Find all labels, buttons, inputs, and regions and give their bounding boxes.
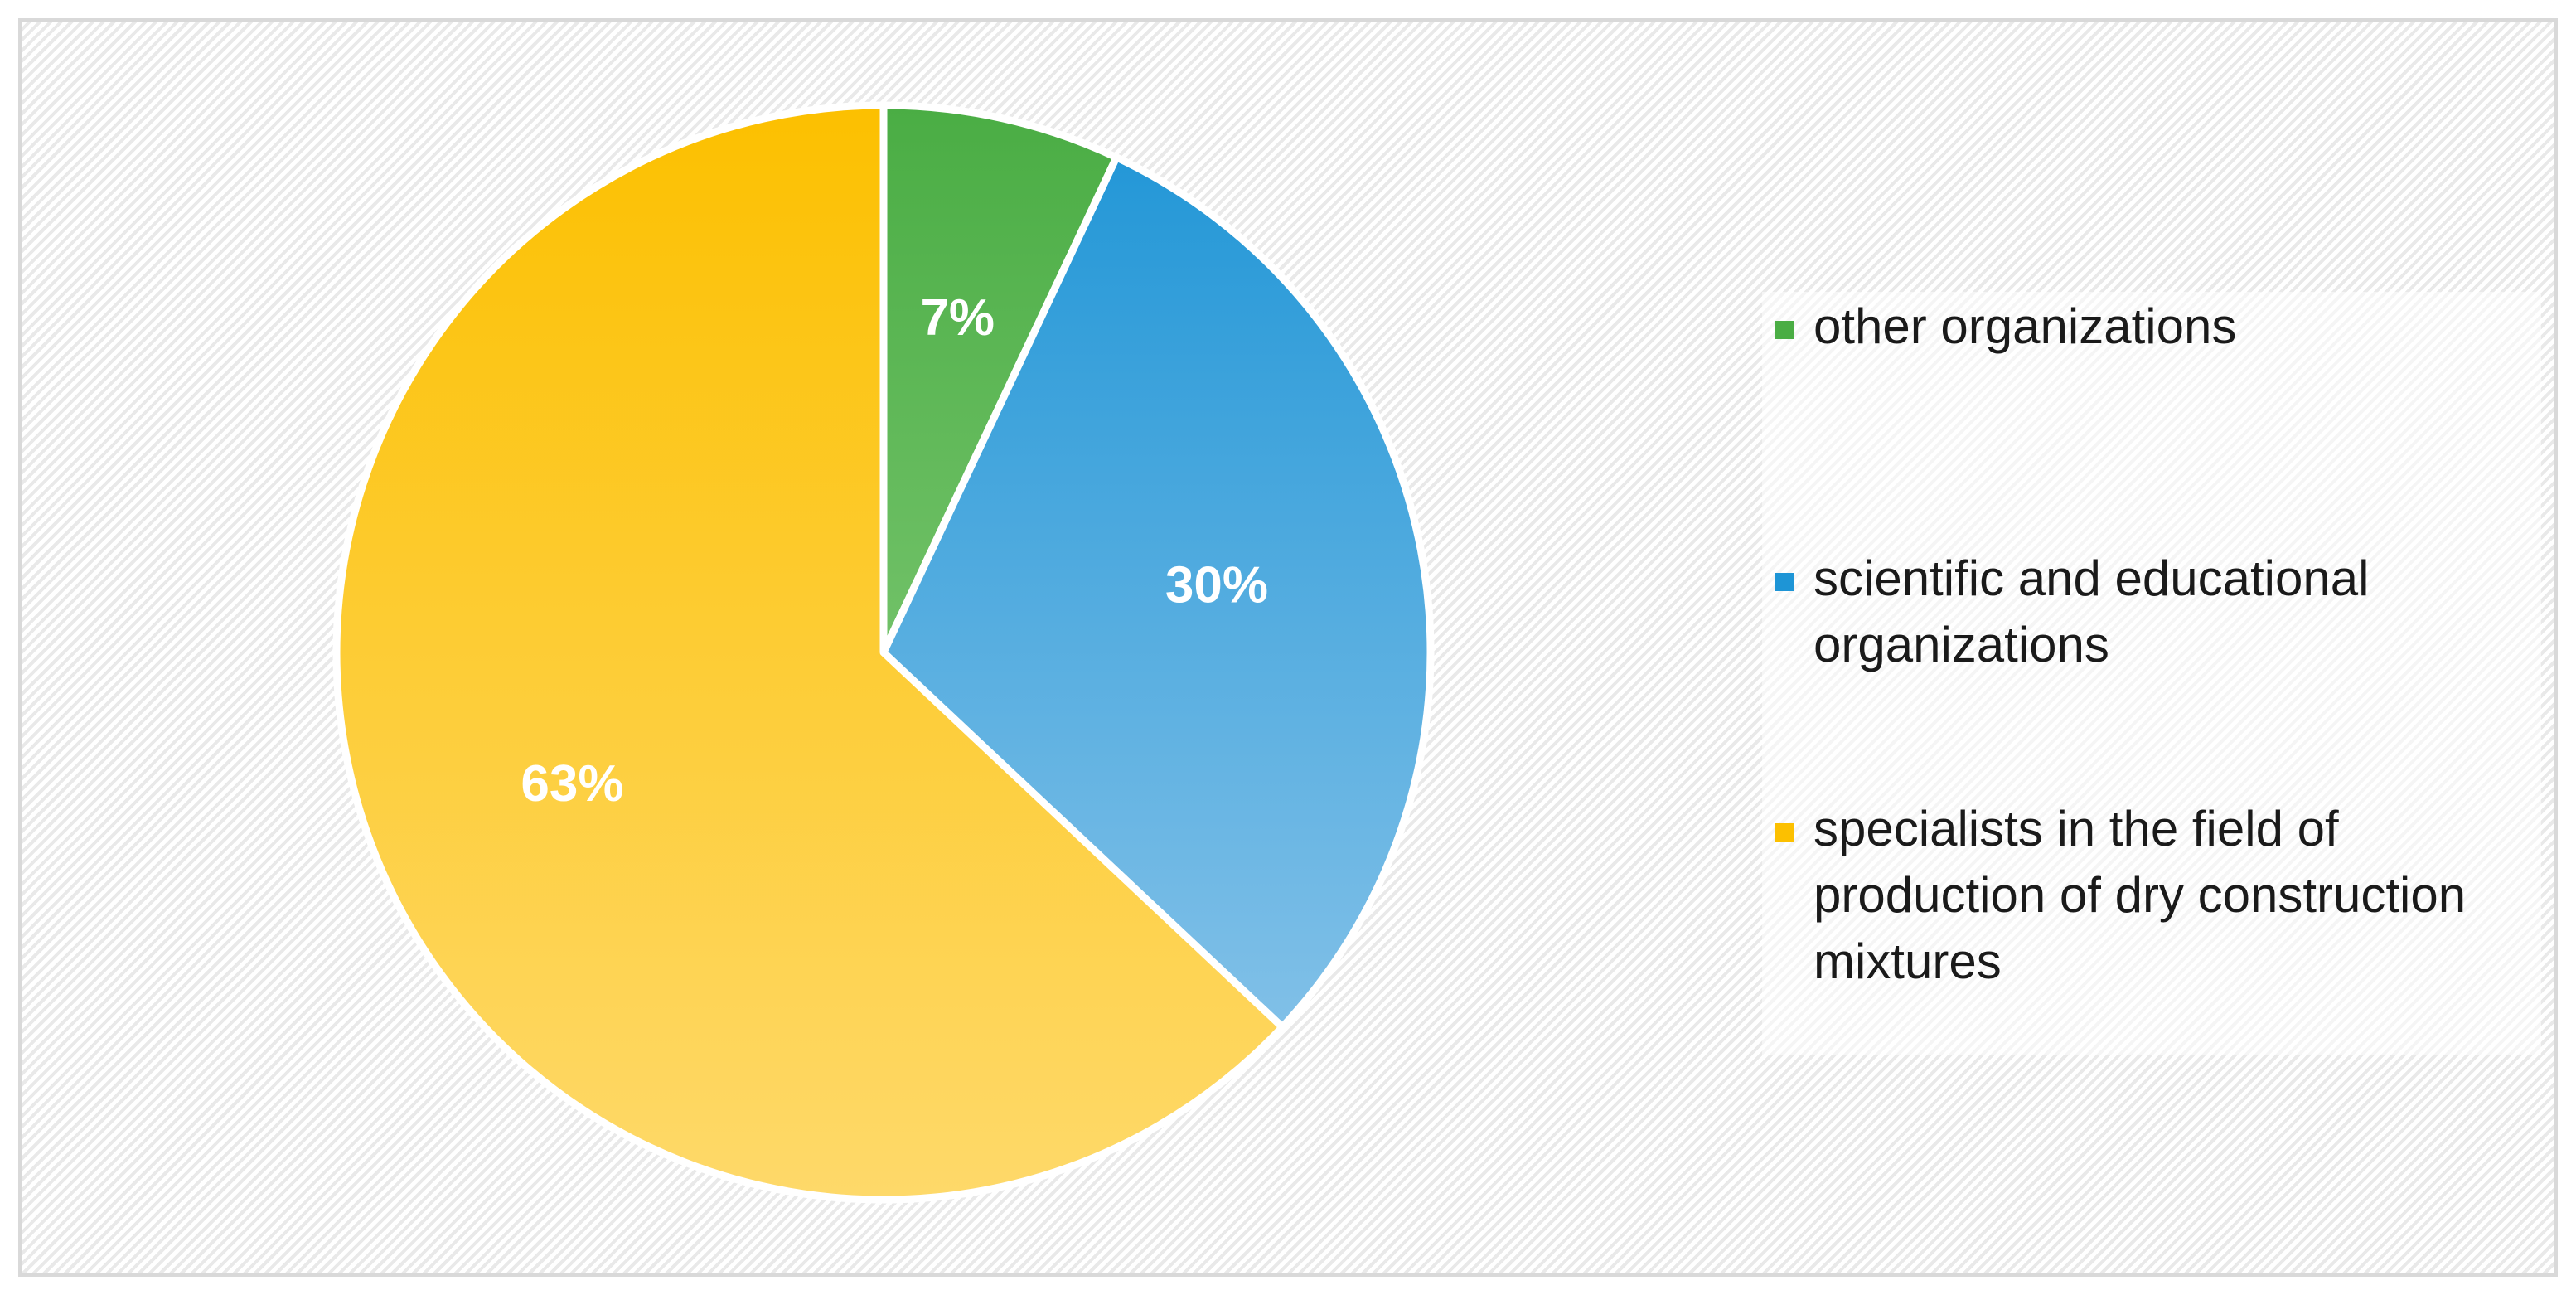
legend: other organizations scientific and educat… — [1775, 298, 2466, 989]
legend-label-3-line-1: specialists in the field of — [1813, 801, 2339, 856]
legend-swatch-2 — [1775, 573, 1794, 591]
pie-slice-1 — [879, 101, 1121, 657]
legend-label-3-line-3: mixtures — [1813, 934, 2002, 989]
legend-label-2-line-2: organizations — [1813, 617, 2109, 672]
slice-data-label-2: 30% — [1165, 557, 1268, 614]
legend-box — [1762, 292, 2541, 1055]
legend-label-2-line-1: scientific and educational — [1813, 550, 2369, 606]
legend-label-1-line-1: other organizations — [1813, 298, 2236, 354]
pie-slice-2 — [879, 153, 1435, 1031]
data-labels-layer: 7% 30% 63% — [521, 289, 1268, 812]
legend-swatch-3 — [1775, 823, 1794, 842]
slices-layer — [332, 101, 1435, 1204]
legend-label-3-line-2: production of dry construction — [1813, 867, 2466, 923]
pie-slice-3 — [332, 101, 1286, 1204]
slice-data-label-1: 7% — [920, 289, 995, 347]
legend-swatch-1 — [1775, 321, 1794, 339]
slice-data-label-3: 63% — [521, 755, 623, 812]
